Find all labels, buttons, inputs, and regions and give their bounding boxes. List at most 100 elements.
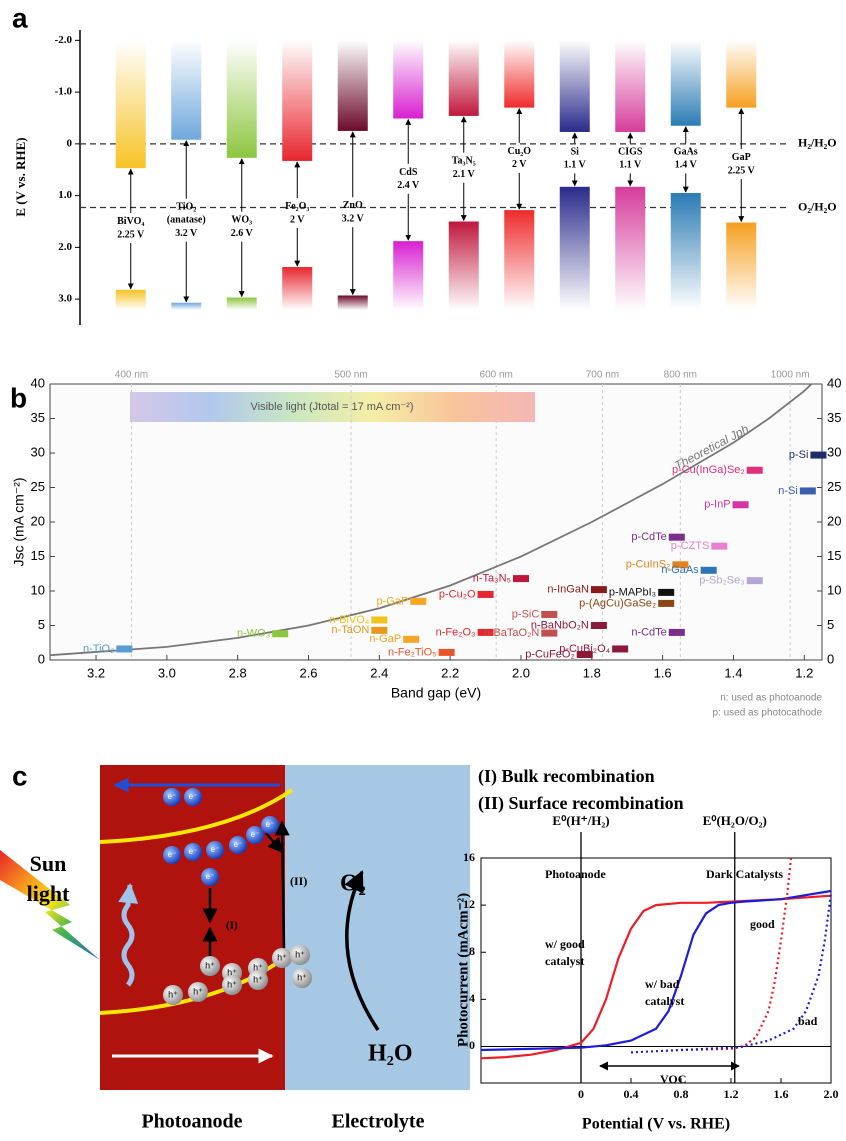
conduction-band-bar [726, 40, 757, 108]
material-label: ZnO [343, 201, 363, 212]
point-label: p-InP [704, 499, 730, 511]
x2-tick-label: 500 nm [334, 370, 367, 381]
electron-label: e⁻ [189, 792, 198, 801]
plot-area [49, 383, 823, 661]
hole [290, 945, 310, 965]
x2-tick-label: 1000 nm [771, 370, 810, 381]
conduction-band-bar [504, 40, 535, 108]
x-tick-label: 1.2 [795, 665, 813, 680]
point-label: p-CuInS₂ [626, 559, 671, 571]
data-point [541, 610, 558, 618]
data-point [477, 628, 494, 636]
data-point [711, 542, 728, 550]
material-label: BiVO₄ [117, 216, 144, 227]
region-label: Photoanode [141, 1111, 242, 1133]
annotation: VOC [660, 1072, 686, 1086]
y2-tick-label: 30 [827, 444, 841, 459]
path-label: (II) [290, 874, 307, 888]
electrolyte-region [285, 765, 470, 1090]
hole [222, 975, 242, 995]
theoretical-curve [49, 383, 813, 657]
point-label: p-CuFeO₂ [525, 648, 575, 660]
point-label: n-CdTe [631, 626, 666, 638]
conduction-band-bar [337, 40, 368, 131]
hole-label: h⁺ [227, 979, 237, 989]
gap-label: 2.25 V [117, 229, 145, 240]
y-tick-label: 16 [463, 850, 475, 864]
y-tick-label: 12 [463, 897, 475, 911]
material-label: WO₃ [231, 215, 252, 226]
conduction-band-bar [282, 40, 313, 161]
material-label: TiO₂ (anatase) [167, 202, 206, 226]
y2-tick-label: 0 [827, 651, 834, 666]
electron [246, 826, 264, 844]
valence-band-bar [226, 297, 257, 310]
y-tick-label: 2.0 [58, 241, 72, 253]
reference-label: E⁰(H⁺/H₂) [552, 813, 609, 828]
x-axis-label: Potential (V vs. RHE) [582, 1116, 730, 1133]
valence-band-bar [337, 295, 368, 310]
valence-band-bar [448, 221, 479, 310]
panel-label: c [12, 760, 28, 791]
hole [163, 985, 183, 1005]
data-point [590, 622, 607, 629]
gap-label: 2 V [512, 159, 527, 170]
hole-label: h⁺ [297, 972, 307, 982]
data-point [746, 466, 763, 474]
hole [292, 968, 312, 988]
electron-label: e⁻ [168, 850, 177, 859]
electron [229, 836, 247, 854]
x2-tick-label: 400 nm [115, 370, 148, 381]
point-label: p-SiC [512, 608, 540, 620]
annotation: Dark Catalysts [706, 867, 783, 881]
x-axis-label: Band gap (eV) [391, 685, 481, 701]
conduction-band-bar [393, 40, 424, 119]
conduction-band-bar [615, 40, 646, 132]
gap-label: 2.1 V [453, 169, 476, 180]
y-tick-label: 3.0 [58, 293, 72, 305]
gap-label: 2.25 V [728, 165, 756, 176]
y2-tick-label: 20 [827, 513, 841, 528]
x-tick-label: 2.6 [299, 665, 317, 680]
annotation: bad [798, 1014, 818, 1028]
y-tick-label: 1.0 [58, 189, 72, 201]
point-label: p-Si [789, 449, 809, 461]
point-label: n-GaP [369, 633, 401, 645]
path-label: (I) [226, 920, 238, 932]
hole-label: h⁺ [205, 960, 215, 970]
y2-tick-label: 15 [827, 548, 841, 563]
point-label: n-Ta₃N₅ [473, 572, 511, 584]
panel-label: b [10, 382, 27, 413]
x2-tick-label: 600 nm [480, 370, 513, 381]
annotation: good [750, 917, 775, 931]
sunlight [0, 850, 100, 960]
plot-area [480, 857, 832, 1084]
note: n: used as photoanode [720, 693, 822, 704]
point-label: n-GaAs [661, 564, 699, 576]
point-label: n-WO₃ [237, 628, 270, 640]
chart-title: (II) Surface recombination [478, 793, 684, 814]
point-label: n-Si [778, 485, 798, 497]
valence-band-bar [171, 302, 202, 310]
electron-label: e⁻ [211, 845, 220, 854]
sun-label: light [27, 881, 70, 906]
electron-label: e⁻ [168, 792, 177, 801]
y2-tick-label: 35 [827, 410, 841, 425]
conduction-band-bar [559, 40, 590, 132]
data-point [799, 487, 816, 495]
y2-tick-label: 25 [827, 479, 841, 494]
point-label: p-CuBi₂O₄ [559, 643, 610, 655]
y-tick-label: 0 [38, 651, 45, 666]
point-label: p-Cu₂O [439, 588, 476, 600]
x-tick-label: 3.0 [158, 665, 176, 680]
data-point [512, 575, 529, 583]
point-label: n-Fe₂O₃ [436, 626, 476, 638]
y-tick-label: -2.0 [55, 34, 73, 46]
data-point [410, 597, 427, 605]
y-tick-label: 10 [31, 582, 45, 597]
material-label: GaAs [674, 147, 698, 158]
y-tick-label: 8 [469, 944, 475, 958]
y-tick-label: 15 [31, 548, 45, 563]
reaction-arrow [344, 870, 380, 1031]
